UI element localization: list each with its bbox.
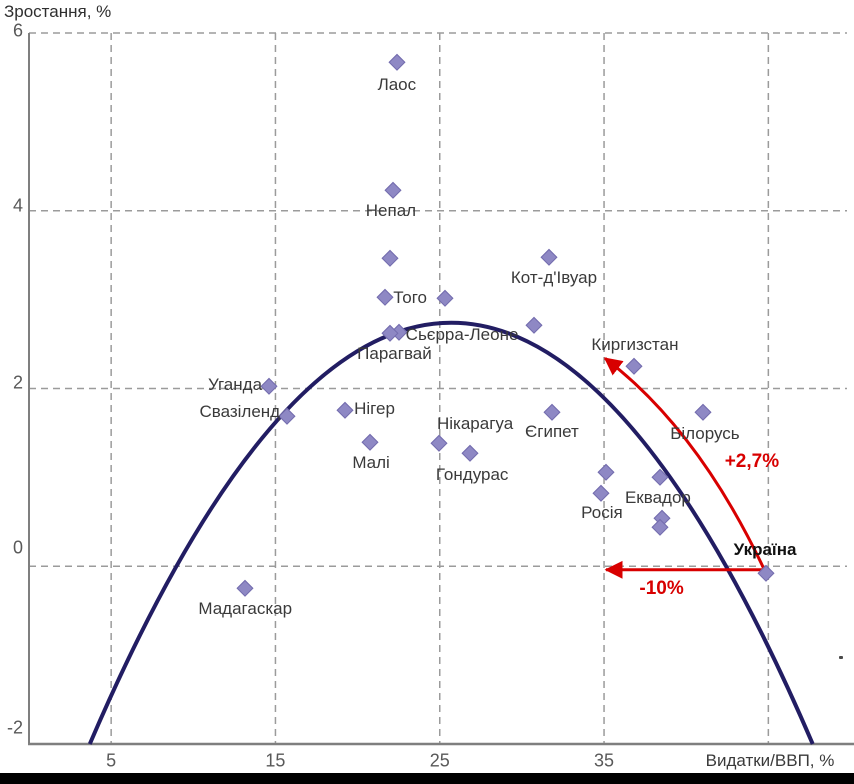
point-label: Сьєрра-Леоне [405, 324, 519, 344]
parabola-curve [87, 321, 815, 745]
point-label: Білорусь [670, 423, 740, 443]
bottom-bar [0, 773, 854, 784]
point-label: Кот-д'Івуар [510, 267, 598, 287]
y-axis-title: Зростання, % [4, 2, 112, 21]
growth-arrow [603, 357, 768, 574]
point-label: Того [393, 287, 427, 307]
point-label: Непал [365, 201, 417, 221]
growth-arrow-label: +2,7% [724, 451, 780, 473]
y-tick-label: 4 [12, 195, 23, 216]
y-tick-label: 0 [12, 537, 23, 558]
y-tick-label: 6 [12, 20, 23, 41]
point-label: Нікарагуа [436, 413, 514, 433]
x-tick-label: 25 [429, 750, 450, 771]
point-label: Україна [733, 540, 797, 560]
x-tick-label: 15 [265, 750, 286, 771]
point-label: Уганда [207, 374, 263, 394]
point-label: Свазіленд [199, 402, 281, 422]
point-label: Мадагаскар [198, 599, 293, 619]
point-label: Парагвай [357, 343, 432, 363]
stray-mark [839, 656, 843, 659]
point-label: Росія [581, 503, 623, 523]
point-label: Гондурас [435, 465, 509, 485]
point-label: Малі [352, 452, 390, 472]
point-label: Лаос [377, 75, 417, 95]
x-tick-label: 5 [106, 750, 117, 771]
point-label: Нігер [354, 398, 395, 418]
x-tick-label: 35 [594, 750, 615, 771]
point-label: Єгипет [525, 422, 579, 442]
y-tick-label: -2 [6, 717, 23, 738]
spending-arrow-label: -10% [639, 578, 684, 600]
point-label: Киргизстан [591, 335, 679, 355]
x-axis-title: Видатки/ВВП, % [705, 751, 835, 770]
y-tick-label: 2 [12, 372, 23, 392]
point-label: Еквадор [624, 488, 691, 508]
